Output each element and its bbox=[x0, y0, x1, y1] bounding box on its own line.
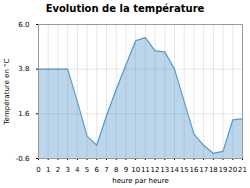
svg-text:12: 12 bbox=[151, 166, 160, 174]
svg-text:19: 19 bbox=[219, 166, 228, 174]
svg-text:-0.6: -0.6 bbox=[16, 155, 30, 163]
svg-text:6.0: 6.0 bbox=[18, 21, 29, 29]
svg-text:15: 15 bbox=[180, 166, 189, 174]
svg-text:9: 9 bbox=[124, 166, 128, 174]
svg-text:20: 20 bbox=[228, 166, 237, 174]
svg-text:4: 4 bbox=[75, 166, 80, 174]
svg-text:11: 11 bbox=[141, 166, 150, 174]
svg-text:0: 0 bbox=[36, 166, 40, 174]
svg-text:heure par heure: heure par heure bbox=[112, 177, 168, 185]
svg-text:7: 7 bbox=[104, 166, 108, 174]
svg-text:3.8: 3.8 bbox=[18, 65, 29, 73]
svg-text:3: 3 bbox=[65, 166, 69, 174]
svg-text:16: 16 bbox=[189, 166, 198, 174]
svg-text:17: 17 bbox=[199, 166, 208, 174]
svg-text:21: 21 bbox=[238, 166, 247, 174]
svg-text:Température en °C: Température en °C bbox=[3, 58, 11, 125]
svg-text:10: 10 bbox=[131, 166, 140, 174]
svg-text:8: 8 bbox=[114, 166, 118, 174]
svg-text:1.6: 1.6 bbox=[18, 110, 30, 118]
svg-text:6: 6 bbox=[95, 166, 100, 174]
svg-text:5: 5 bbox=[85, 166, 89, 174]
svg-text:1: 1 bbox=[46, 166, 50, 174]
svg-text:2: 2 bbox=[56, 166, 60, 174]
svg-text:18: 18 bbox=[209, 166, 218, 174]
html-text:Evolution de la température: Evolution de la température bbox=[45, 3, 205, 14]
svg-text:13: 13 bbox=[160, 166, 169, 174]
svg-text:14: 14 bbox=[170, 166, 179, 174]
